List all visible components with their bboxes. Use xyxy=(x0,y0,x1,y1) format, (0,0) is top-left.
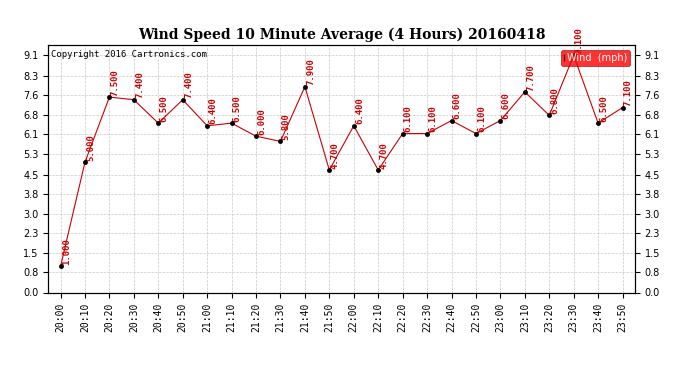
Text: 4.700: 4.700 xyxy=(380,142,388,169)
Text: Copyright 2016 Cartronics.com: Copyright 2016 Cartronics.com xyxy=(51,50,207,59)
Text: 6.100: 6.100 xyxy=(477,105,486,132)
Text: 6.800: 6.800 xyxy=(551,87,560,114)
Text: 1.000: 1.000 xyxy=(61,238,71,265)
Text: 5.800: 5.800 xyxy=(282,113,290,140)
Title: Wind Speed 10 Minute Average (4 Hours) 20160418: Wind Speed 10 Minute Average (4 Hours) 2… xyxy=(138,28,545,42)
Text: 6.500: 6.500 xyxy=(233,95,241,122)
Text: 7.700: 7.700 xyxy=(526,64,535,91)
Text: 6.400: 6.400 xyxy=(355,98,364,124)
Text: 7.400: 7.400 xyxy=(184,72,193,98)
Text: 5.000: 5.000 xyxy=(86,134,95,161)
Text: 6.600: 6.600 xyxy=(453,92,462,119)
Text: 7.400: 7.400 xyxy=(135,72,144,98)
Text: 4.700: 4.700 xyxy=(331,142,339,169)
Text: 6.000: 6.000 xyxy=(257,108,266,135)
Text: 7.500: 7.500 xyxy=(110,69,119,96)
Text: 6.600: 6.600 xyxy=(502,92,511,119)
Text: 6.100: 6.100 xyxy=(404,105,413,132)
Text: 6.500: 6.500 xyxy=(600,95,609,122)
Text: 7.100: 7.100 xyxy=(624,80,633,106)
Text: 7.900: 7.900 xyxy=(306,58,315,86)
Text: 6.500: 6.500 xyxy=(159,95,168,122)
Text: 9.100: 9.100 xyxy=(575,27,584,54)
Text: 6.400: 6.400 xyxy=(208,98,217,124)
Text: 6.100: 6.100 xyxy=(428,105,437,132)
Legend: Wind  (mph): Wind (mph) xyxy=(561,50,630,66)
